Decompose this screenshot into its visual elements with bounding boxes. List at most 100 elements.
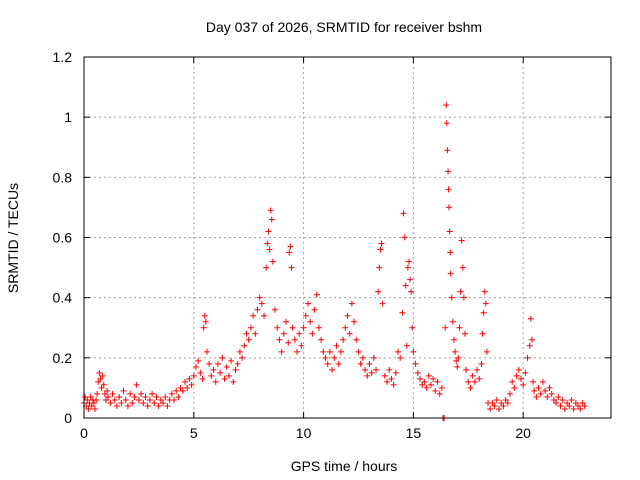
data-point — [182, 378, 189, 385]
data-point — [533, 393, 540, 400]
chart-title: Day 037 of 2026, SRMTID for receiver bsh… — [206, 19, 482, 35]
data-point — [111, 396, 118, 403]
data-point — [498, 399, 505, 406]
data-point — [100, 381, 107, 388]
data-point — [96, 369, 103, 376]
data-point — [384, 378, 391, 385]
data-point — [566, 402, 573, 409]
data-point — [460, 294, 467, 301]
data-point — [131, 393, 138, 400]
data-point — [405, 258, 412, 265]
data-point — [520, 381, 527, 388]
data-point — [186, 375, 193, 382]
data-point — [557, 402, 564, 409]
data-point — [568, 396, 575, 403]
grid-lines — [84, 57, 611, 418]
data-point — [459, 264, 466, 271]
data-point — [445, 204, 452, 211]
data-point — [261, 312, 268, 319]
data-point — [206, 360, 213, 367]
data-point — [478, 360, 485, 367]
data-point — [109, 390, 116, 397]
data-point — [285, 339, 292, 346]
data-point — [471, 378, 478, 385]
data-point — [268, 216, 275, 223]
data-point — [379, 300, 386, 307]
y-tick-label: 1 — [64, 109, 72, 125]
data-point — [564, 399, 571, 406]
data-point — [157, 396, 164, 403]
data-point — [469, 372, 476, 379]
data-point — [140, 399, 147, 406]
data-point — [399, 309, 406, 316]
data-point — [276, 336, 283, 343]
data-point — [142, 393, 149, 400]
data-point — [210, 366, 217, 373]
data-point — [232, 366, 239, 373]
data-point — [208, 372, 215, 379]
data-point — [465, 378, 472, 385]
y-tick-label: 0 — [64, 410, 72, 426]
data-point — [368, 369, 375, 376]
data-point — [403, 342, 410, 349]
data-point — [329, 366, 336, 373]
data-point — [453, 357, 460, 364]
data-point — [509, 378, 516, 385]
data-point — [200, 324, 207, 331]
data-point — [340, 336, 347, 343]
data-point — [575, 402, 582, 409]
data-point — [173, 387, 180, 394]
data-point — [502, 396, 509, 403]
data-point — [333, 342, 340, 349]
data-point — [254, 306, 261, 313]
data-point — [324, 360, 331, 367]
data-point — [555, 393, 562, 400]
data-point — [561, 405, 568, 412]
data-point — [195, 357, 202, 364]
data-point — [559, 396, 566, 403]
data-point — [90, 399, 97, 406]
data-point — [214, 360, 221, 367]
data-point — [370, 354, 377, 361]
data-point — [101, 390, 108, 397]
data-point — [107, 399, 114, 406]
data-point — [445, 186, 452, 193]
data-point — [410, 348, 417, 355]
data-point — [445, 168, 452, 175]
data-point — [265, 228, 272, 235]
data-point — [138, 390, 145, 397]
data-point — [377, 246, 384, 253]
data-point — [127, 390, 134, 397]
y-tick-label: 0.4 — [53, 290, 73, 306]
data-point — [581, 402, 588, 409]
data-point — [87, 393, 94, 400]
data-point — [318, 336, 325, 343]
data-point — [419, 381, 426, 388]
data-point — [113, 402, 120, 409]
data-point — [455, 354, 462, 361]
data-point — [461, 330, 468, 337]
data-point — [446, 228, 453, 235]
data-point — [149, 390, 156, 397]
data-point — [386, 366, 393, 373]
data-point — [269, 258, 276, 265]
data-point — [362, 366, 369, 373]
data-point — [272, 306, 279, 313]
plot-frame — [83, 56, 612, 419]
data-point — [359, 354, 366, 361]
data-point — [151, 399, 158, 406]
data-point — [133, 381, 140, 388]
data-point — [247, 324, 254, 331]
data-point — [407, 276, 414, 283]
data-point — [337, 348, 344, 355]
data-point — [458, 237, 465, 244]
data-point — [258, 300, 265, 307]
data-point — [212, 378, 219, 385]
data-point — [236, 348, 243, 355]
data-point — [122, 396, 129, 403]
data-point — [548, 390, 555, 397]
data-point — [116, 393, 123, 400]
data-point — [188, 381, 195, 388]
data-point — [230, 378, 237, 385]
